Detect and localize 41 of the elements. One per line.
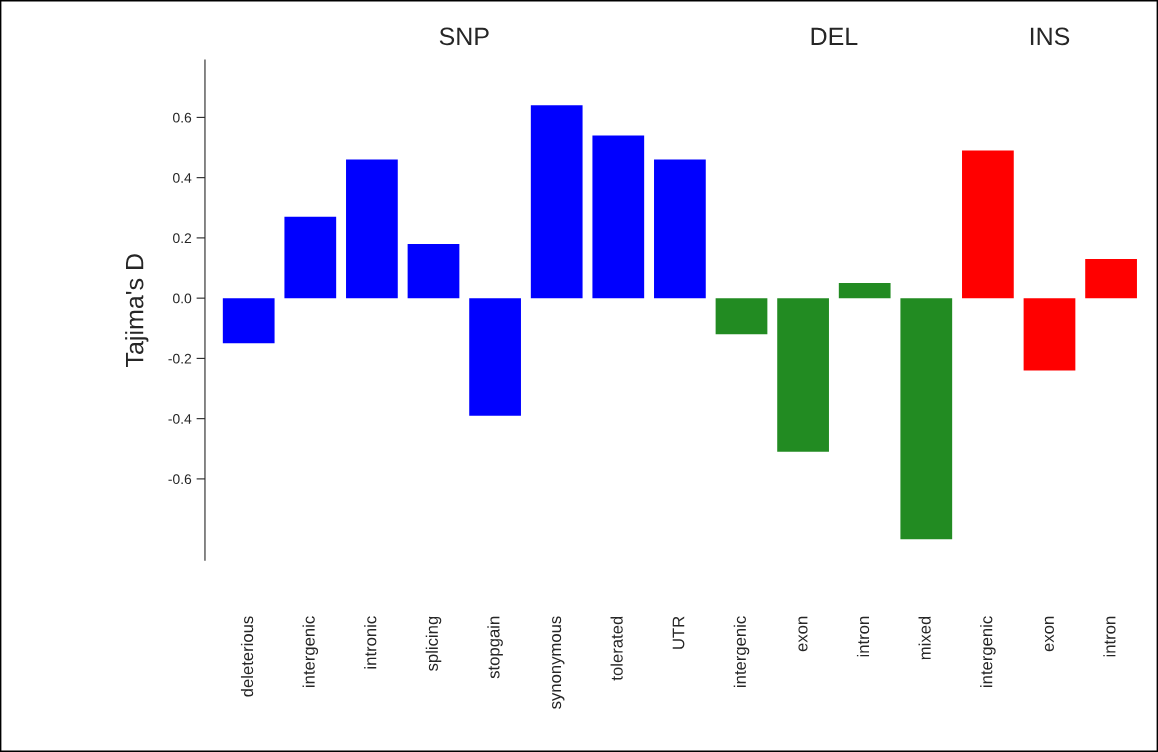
y-tick-label: 0.0 [173,293,192,304]
x-tick-label: intergenic [302,616,319,687]
bar [962,150,1014,299]
y-tick-label: 0.6 [173,112,192,123]
bar [777,298,829,452]
y-tick-label: -0.6 [168,474,192,485]
x-tick-label: intron [856,616,870,657]
x-tick-label: intron [1103,616,1116,657]
x-tick-label: splicing [425,616,442,671]
y-tick-label: -0.4 [168,413,192,424]
bar [900,298,953,540]
x-tick-label: mixed [918,616,931,660]
bar [346,159,398,299]
y-tick-label: -0.2 [168,353,192,364]
x-tick-label: exon [798,616,808,652]
text: INS [1030,27,1070,46]
text: SNP [439,27,489,46]
x-tick-label: UTR [672,616,685,649]
bar [530,105,583,299]
bar [838,283,891,299]
x-tick-label: tolerated [610,616,623,681]
x-tick-label: intronic [364,616,377,669]
y-tick-label: 0.2 [173,233,192,244]
bar [222,298,275,344]
bar [1085,258,1137,299]
x-tick-label: stopgain [487,616,503,679]
x-tick-label: exon [1044,616,1054,652]
y-axis-title: Tajima's D [125,254,149,367]
bar [284,216,337,299]
x-tick-label: synonymous [552,616,565,709]
x-tick-label: intergenic [980,616,996,687]
bar [715,298,768,335]
bar [654,159,706,299]
bar [1023,298,1076,371]
x-tick-label: intergenic [733,616,750,687]
text: DEL [811,27,858,45]
y-tick-label: 0.4 [173,172,192,183]
bar [592,135,645,299]
bar [407,243,460,299]
x-tick-label: deleterious [240,616,254,697]
bar [469,298,521,416]
